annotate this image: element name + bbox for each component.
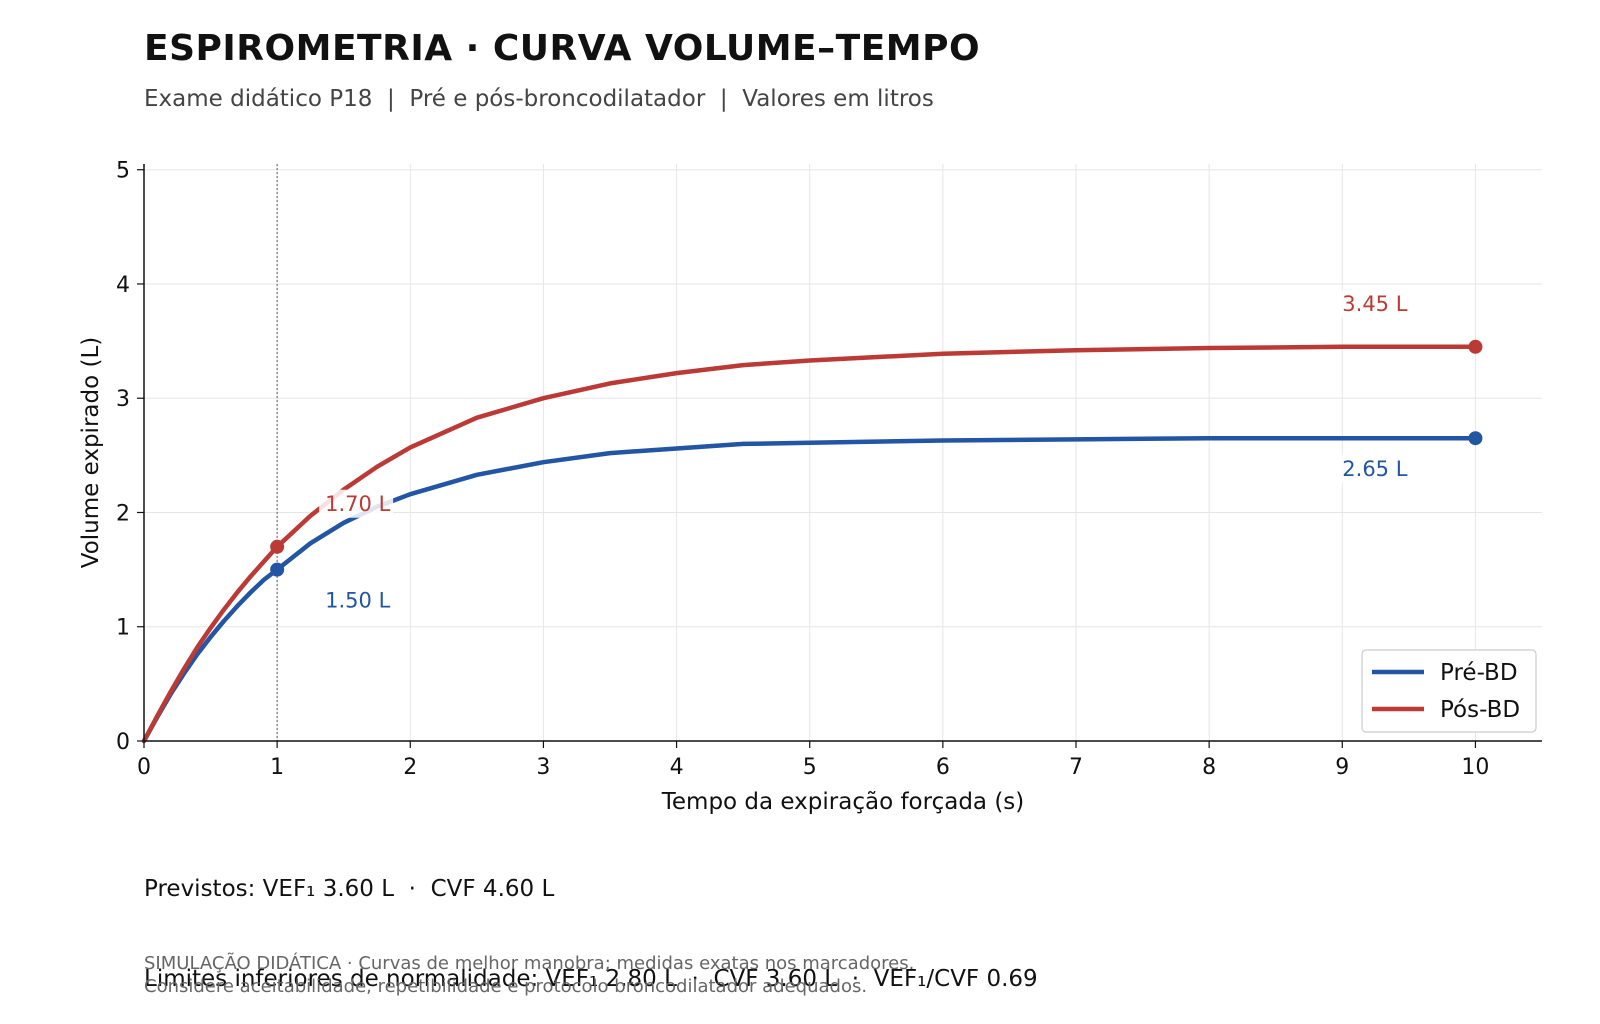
footer-disclaimer: SIMULAÇÃO DIDÁTICA · Curvas de melhor ma… xyxy=(144,952,914,998)
marker-pos-bd-0 xyxy=(270,539,285,554)
x-tick-label-5: 5 xyxy=(803,755,817,780)
marker-pos-bd-1 xyxy=(1468,339,1483,354)
y-tick-label-4: 4 xyxy=(116,273,130,298)
data-label-bg-pre-bd-0 xyxy=(319,586,394,615)
y-tick-label-0: 0 xyxy=(116,730,130,755)
data-label-bg-pos-bd-0 xyxy=(319,489,394,518)
y-tick-label-2: 2 xyxy=(116,501,130,526)
legend-label-pos-bd: Pós-BD xyxy=(1440,697,1520,723)
legend-label-pre-bd: Pré-BD xyxy=(1440,660,1518,686)
x-tick-label-9: 9 xyxy=(1335,755,1349,780)
y-tick-label-1: 1 xyxy=(116,616,130,641)
footer-line-1: SIMULAÇÃO DIDÁTICA · Curvas de melhor ma… xyxy=(144,953,915,974)
legend: Pré-BD Pós-BD xyxy=(1361,649,1537,733)
lower-limits: Limites inferiores de normalidade: VEF₁ … xyxy=(144,966,1038,992)
y-tick-label-5: 5 xyxy=(116,159,130,184)
volume-time-chart: 0 1 2 3 4 5 6 7 8 9 10 0 1 2 3 4 5 1.50 L 2.65 L 1.70 L 3.4… xyxy=(78,159,1542,815)
x-tick-label-3: 3 xyxy=(536,755,550,780)
x-tick-label-7: 7 xyxy=(1069,755,1083,780)
y-tick-label-3: 3 xyxy=(116,387,130,412)
data-label-pos-bd-1: 3.45 L xyxy=(1342,292,1407,316)
predicted-values: Previstos: VEF₁ 3.60 L · CVF 4.60 L xyxy=(144,876,555,902)
tick-labels: 0 1 2 3 4 5 6 7 8 9 10 0 1 2 3 4 5 xyxy=(116,159,1489,780)
chart-subtitle: Exame didático P18 | Pré e pós-broncodil… xyxy=(144,86,934,112)
data-label-bg-pos-bd-1 xyxy=(1339,289,1414,318)
x-tick-label-4: 4 xyxy=(670,755,684,780)
footer-line-2: Considere aceitabilidade, repetibilidade… xyxy=(144,976,868,997)
data-label-pre-bd-0: 1.50 L xyxy=(325,589,390,613)
reference-notes: Previstos: VEF₁ 3.60 L · CVF 4.60 L Limi… xyxy=(144,818,1038,1024)
marker-pre-bd-0 xyxy=(270,562,285,577)
x-tick-label-6: 6 xyxy=(936,755,950,780)
x-tick-label-8: 8 xyxy=(1202,755,1216,780)
series-layer xyxy=(141,339,1483,744)
x-tick-label-2: 2 xyxy=(403,755,417,780)
data-label-pos-bd-0: 1.70 L xyxy=(325,492,390,516)
data-labels: 1.50 L 2.65 L 1.70 L 3.45 L xyxy=(319,289,1414,615)
x-tick-label-0: 0 xyxy=(137,755,151,780)
grid xyxy=(143,164,1542,742)
data-label-bg-pre-bd-1 xyxy=(1339,455,1414,484)
x-axis-label: Tempo da expiração forçada (s) xyxy=(661,789,1025,815)
marker-pre-bd-1 xyxy=(1468,431,1483,446)
x-tick-label-1: 1 xyxy=(270,755,284,780)
chart-title: ESPIROMETRIA · CURVA VOLUME–TEMPO xyxy=(144,28,981,69)
x-tick-label-10: 10 xyxy=(1461,755,1489,780)
axes xyxy=(137,164,1542,748)
series-line-pos-bd xyxy=(141,344,1478,744)
y-axis-label: Volume expirado (L) xyxy=(78,337,104,569)
data-label-pre-bd-1: 2.65 L xyxy=(1342,457,1407,481)
